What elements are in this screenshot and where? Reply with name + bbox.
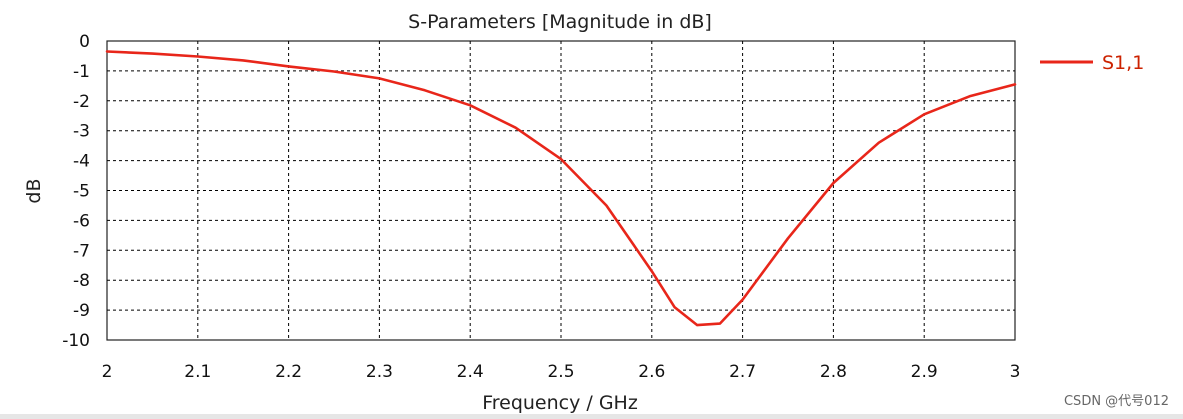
watermark: CSDN @代号012 (1063, 394, 1169, 409)
y-tick-label: -5 (73, 182, 90, 202)
grid (107, 41, 1015, 340)
x-tick-label: 2.6 (638, 362, 665, 382)
y-tick-label: -2 (73, 92, 90, 112)
y-tick-label: -9 (73, 301, 90, 321)
x-tick-label: 2.3 (366, 362, 393, 382)
chart-title: S-Parameters [Magnitude in dB] (408, 11, 712, 33)
y-tick-labels: 0 -1 -2 -3 -4 -5 -6 -7 -8 -9 -10 (62, 32, 90, 351)
y-tick-label: 0 (79, 32, 90, 52)
y-tick-label: -10 (62, 331, 90, 351)
legend: S1,1 (1040, 52, 1144, 74)
series-line-s11 (105, 50, 1017, 327)
y-tick-label: -4 (73, 152, 90, 172)
y-tick-label: -6 (73, 211, 90, 231)
series-group (105, 50, 1017, 327)
x-axis-label: Frequency / GHz (482, 392, 638, 414)
x-tick-label: 2.4 (457, 362, 484, 382)
x-tick-labels: 2 2.1 2.2 2.3 2.4 2.5 2.6 2.7 2.8 2.9 3 (102, 362, 1021, 382)
x-tick-label: 2 (102, 362, 113, 382)
x-tick-label: 2.1 (184, 362, 211, 382)
x-tick-label: 3 (1010, 362, 1021, 382)
y-axis-label: dB (23, 178, 45, 203)
bottom-scroll-strip (0, 414, 1183, 419)
y-tick-label: -7 (73, 241, 90, 261)
y-tick-label: -8 (73, 271, 90, 291)
x-tick-label: 2.2 (275, 362, 302, 382)
x-tick-label: 2.5 (547, 362, 574, 382)
x-tick-label: 2.8 (820, 362, 847, 382)
y-tick-label: -3 (73, 122, 90, 142)
legend-label-s11: S1,1 (1102, 52, 1144, 74)
x-tick-label: 2.9 (911, 362, 938, 382)
x-tick-label: 2.7 (729, 362, 756, 382)
y-tick-label: -1 (73, 62, 90, 82)
